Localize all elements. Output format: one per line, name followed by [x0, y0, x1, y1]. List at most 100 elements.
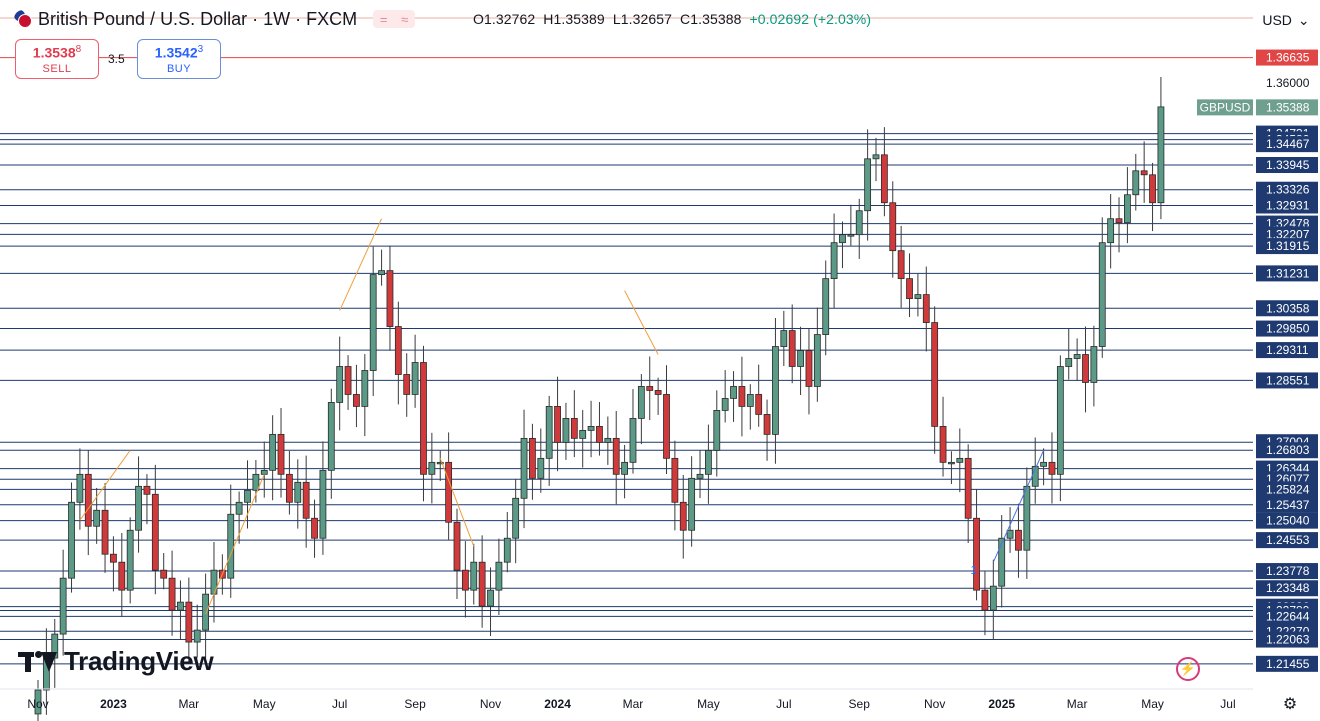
- candle-body: [948, 461, 955, 465]
- low-value: 1.32657: [620, 11, 673, 27]
- candle-body: [998, 537, 1006, 587]
- candle-body: [964, 457, 972, 519]
- price-label-box: [1256, 496, 1318, 513]
- candle-body: [545, 406, 553, 459]
- spread-value: 3.5: [108, 52, 125, 66]
- candle-body: [1149, 174, 1156, 204]
- sell-label: SELL: [42, 62, 72, 75]
- buy-button[interactable]: 1.35423 BUY: [137, 39, 221, 79]
- settings-gear-icon[interactable]: ⚙: [1282, 696, 1298, 713]
- candle-body: [126, 529, 134, 591]
- candle-body: [839, 234, 846, 244]
- high-value: 1.35389: [553, 11, 605, 27]
- price-label-1.25824: 1.25824: [1266, 482, 1310, 496]
- price-label-box: [1256, 512, 1318, 529]
- candle-body: [637, 386, 645, 419]
- candle-body: [746, 394, 754, 407]
- price-label-box: [1256, 342, 1318, 359]
- trend-drawing-line: [205, 474, 265, 615]
- candle-body: [93, 509, 101, 527]
- candle-body: [922, 294, 930, 323]
- candle-body: [394, 326, 402, 375]
- candle-body: [436, 461, 444, 465]
- candle-body: [931, 322, 939, 427]
- currency-selector[interactable]: USD ⌄: [1258, 6, 1314, 34]
- time-tick-Sep: Sep: [849, 697, 871, 711]
- candle-body: [202, 593, 210, 631]
- candle-body: [847, 234, 855, 237]
- buy-label: BUY: [166, 62, 192, 75]
- candle-body: [168, 577, 176, 611]
- candle-body: [478, 561, 486, 607]
- candle-body: [1065, 358, 1073, 367]
- drawing-overlays: 1 GBPUSD: [79, 99, 1253, 615]
- candle-body: [562, 418, 570, 443]
- candle-body: [118, 561, 126, 591]
- lightning-icon[interactable]: ⚡: [1176, 657, 1200, 681]
- candle-body: [939, 425, 947, 463]
- candle-body: [160, 569, 168, 579]
- indicator-toggle-icon[interactable]: = ≈: [373, 10, 416, 28]
- price-label-1.33326: 1.33326: [1266, 183, 1310, 197]
- chart-header: British Pound / U.S. Dollar · 1W · FXCM …: [14, 8, 416, 30]
- candle-body: [529, 437, 536, 479]
- candle-body: [59, 577, 67, 635]
- price-axis[interactable]: 1.366351.360001.353881.347311.345801.344…: [1254, 0, 1320, 721]
- time-tick-Jul: Jul: [332, 697, 347, 711]
- candle-body: [68, 501, 75, 579]
- price-label-box: [1256, 481, 1318, 498]
- candle-body: [319, 469, 327, 539]
- price-label-1.22644: 1.22644: [1266, 609, 1310, 623]
- candle-body: [1015, 529, 1022, 551]
- open-value: 1.32762: [484, 11, 536, 27]
- candle-body: [193, 629, 201, 643]
- time-tick-2024: 2024: [544, 697, 571, 711]
- gbp-usd-flag-icon: [14, 10, 32, 28]
- price-label-1.32207: 1.32207: [1266, 227, 1310, 241]
- time-tick-Nov: Nov: [924, 697, 945, 711]
- candle-body: [587, 425, 595, 431]
- candle-body: [327, 402, 335, 471]
- candle-body: [244, 489, 251, 503]
- time-tick-Mar: Mar: [179, 697, 200, 711]
- candle-body: [177, 601, 184, 611]
- time-tick-Nov: Nov: [27, 697, 48, 711]
- candle-body: [688, 477, 696, 531]
- candle-body: [143, 485, 151, 495]
- time-axis[interactable]: Nov 2023 Mar May Jul Sep Nov 2024 Mar May Jul Sep No…: [0, 688, 1253, 711]
- candle-body: [973, 517, 980, 591]
- candle-body: [872, 154, 880, 160]
- candle-body: [185, 601, 193, 643]
- candle-body: [428, 461, 436, 475]
- candle-body: [1098, 242, 1106, 347]
- candle-body: [579, 429, 587, 439]
- candle-body: [864, 158, 872, 212]
- candle-body: [1107, 218, 1115, 244]
- candle-body: [512, 497, 520, 539]
- candle-body: [554, 406, 561, 443]
- price-label-1.28551: 1.28551: [1266, 373, 1310, 387]
- blue-drawing-line: [992, 450, 1045, 563]
- candle-body: [403, 374, 411, 395]
- candle-body: [336, 366, 344, 403]
- price-label-box: [1256, 99, 1318, 116]
- time-tick-May: May: [253, 697, 276, 711]
- candle-body: [805, 350, 813, 387]
- candle-body: [1082, 354, 1089, 383]
- price-label-box: [1256, 580, 1318, 597]
- price-label-1.25040: 1.25040: [1266, 514, 1310, 528]
- sell-button[interactable]: 1.35388 SELL: [15, 39, 99, 79]
- candle-body: [235, 501, 243, 515]
- candle-body: [1006, 529, 1014, 539]
- candle-body: [570, 418, 578, 439]
- candle-body: [1140, 170, 1148, 176]
- candle-body: [344, 366, 352, 395]
- symbol-title[interactable]: British Pound / U.S. Dollar · 1W · FXCM: [38, 8, 358, 29]
- time-tick-Mar: Mar: [1067, 697, 1088, 711]
- price-label-box: [1256, 372, 1318, 389]
- change-value: +0.02692 (+2.03%): [749, 11, 872, 27]
- price-label-box: [1256, 442, 1318, 459]
- candle-body: [654, 390, 662, 395]
- price-label-1.30358: 1.30358: [1266, 301, 1310, 315]
